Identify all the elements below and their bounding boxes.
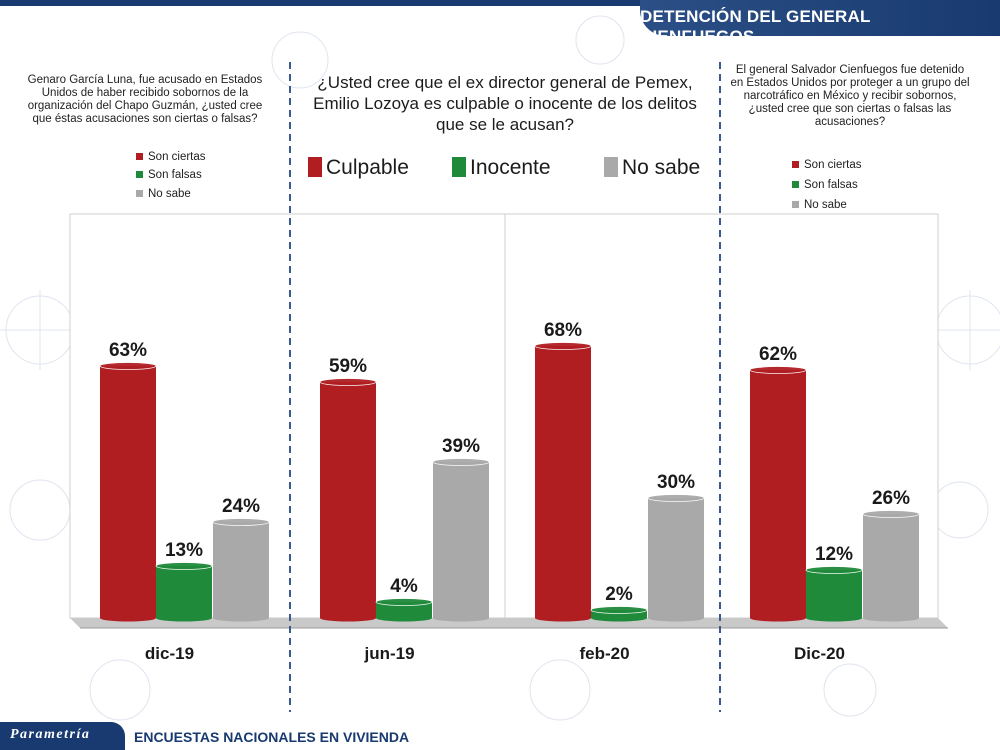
bar-shade (213, 522, 269, 618)
bar-shade (806, 570, 862, 618)
value-label: 59% (329, 356, 367, 377)
red-swatch (136, 153, 143, 161)
bar-cap (99, 362, 157, 370)
gray-swatch (792, 201, 799, 209)
bar-cap (432, 458, 490, 466)
green-swatch (452, 157, 466, 177)
bar-cap (749, 366, 807, 374)
green-swatch (136, 171, 143, 179)
bar-shade (863, 514, 919, 618)
left-question: Genaro García Luna, fue acusado en Estad… (27, 74, 263, 125)
value-label: 4% (390, 576, 418, 597)
value-label: 2% (605, 584, 633, 605)
gray-swatch (604, 157, 618, 177)
value-label: 30% (657, 472, 695, 493)
bar-base (320, 614, 376, 622)
bar-shade (433, 462, 489, 618)
legend-center-2: Inocente (452, 156, 551, 180)
bar-cap (534, 342, 592, 350)
bar-base (156, 614, 212, 622)
bar-base (433, 614, 489, 622)
value-label: 24% (222, 496, 260, 517)
legend-left-2: Son falsas (136, 169, 202, 181)
x-tick-label: Dic-20 (794, 644, 845, 663)
bar-cap (647, 494, 705, 502)
red-swatch (308, 157, 322, 177)
legend-right-3: No sabe (792, 199, 847, 211)
bar-base (806, 614, 862, 622)
value-label: 63% (109, 340, 147, 361)
legend-right-2: Son falsas (792, 179, 858, 191)
legend-right-1: Son ciertas (792, 159, 862, 171)
legend-left-1: Son ciertas (136, 151, 206, 163)
bar-base (376, 614, 432, 622)
bar-shade (320, 382, 376, 618)
bar-base (535, 614, 591, 622)
value-label: 12% (815, 544, 853, 565)
value-label: 13% (165, 540, 203, 561)
legend-center-1: Culpable (308, 156, 409, 180)
bar-cap (319, 378, 377, 386)
bar-cap (590, 606, 648, 614)
green-swatch (792, 181, 799, 189)
bar-shade (100, 366, 156, 618)
legend-center-3: No sabe (604, 156, 700, 180)
bar-base (750, 614, 806, 622)
bar-base (648, 614, 704, 622)
bar-base (213, 614, 269, 622)
x-tick-label: feb-20 (579, 644, 629, 663)
x-tick-label: jun-19 (363, 644, 414, 663)
bar-shade (750, 370, 806, 618)
gray-swatch (136, 190, 143, 198)
value-label: 68% (544, 320, 582, 341)
footer-text: ENCUESTAS NACIONALES EN VIVIENDA (134, 729, 410, 745)
bar-base (863, 614, 919, 622)
bar-shade (591, 610, 647, 618)
bar-cap (155, 562, 213, 570)
bar-cap (805, 566, 863, 574)
bar-cap (212, 518, 270, 526)
top-rule (0, 0, 1000, 6)
footer-bar: Parametría (0, 722, 125, 750)
bar-shade (376, 602, 432, 618)
page-title: DETENCIÓN DEL GENERAL CIENFUEGOS (640, 7, 871, 46)
right-question: El general Salvador Cienfuegos fue deten… (730, 64, 970, 128)
bar-shade (156, 566, 212, 618)
x-tick-label: dic-19 (145, 644, 194, 663)
center-question: ¿Usted cree que el ex director general d… (313, 73, 697, 134)
bar-shade (648, 498, 704, 618)
bar-base (591, 614, 647, 622)
bar-shade (535, 346, 591, 618)
bar-cap (862, 510, 920, 518)
red-swatch (792, 161, 799, 169)
bar-base (100, 614, 156, 622)
value-label: 62% (759, 344, 797, 365)
brand-logo: Parametría (10, 727, 91, 742)
bar-cap (375, 598, 433, 606)
legend-left-3: No sabe (136, 188, 191, 200)
header-bar: DETENCIÓN DEL GENERAL CIENFUEGOS (640, 0, 1000, 46)
value-label: 26% (872, 488, 910, 509)
value-label: 39% (442, 436, 480, 457)
